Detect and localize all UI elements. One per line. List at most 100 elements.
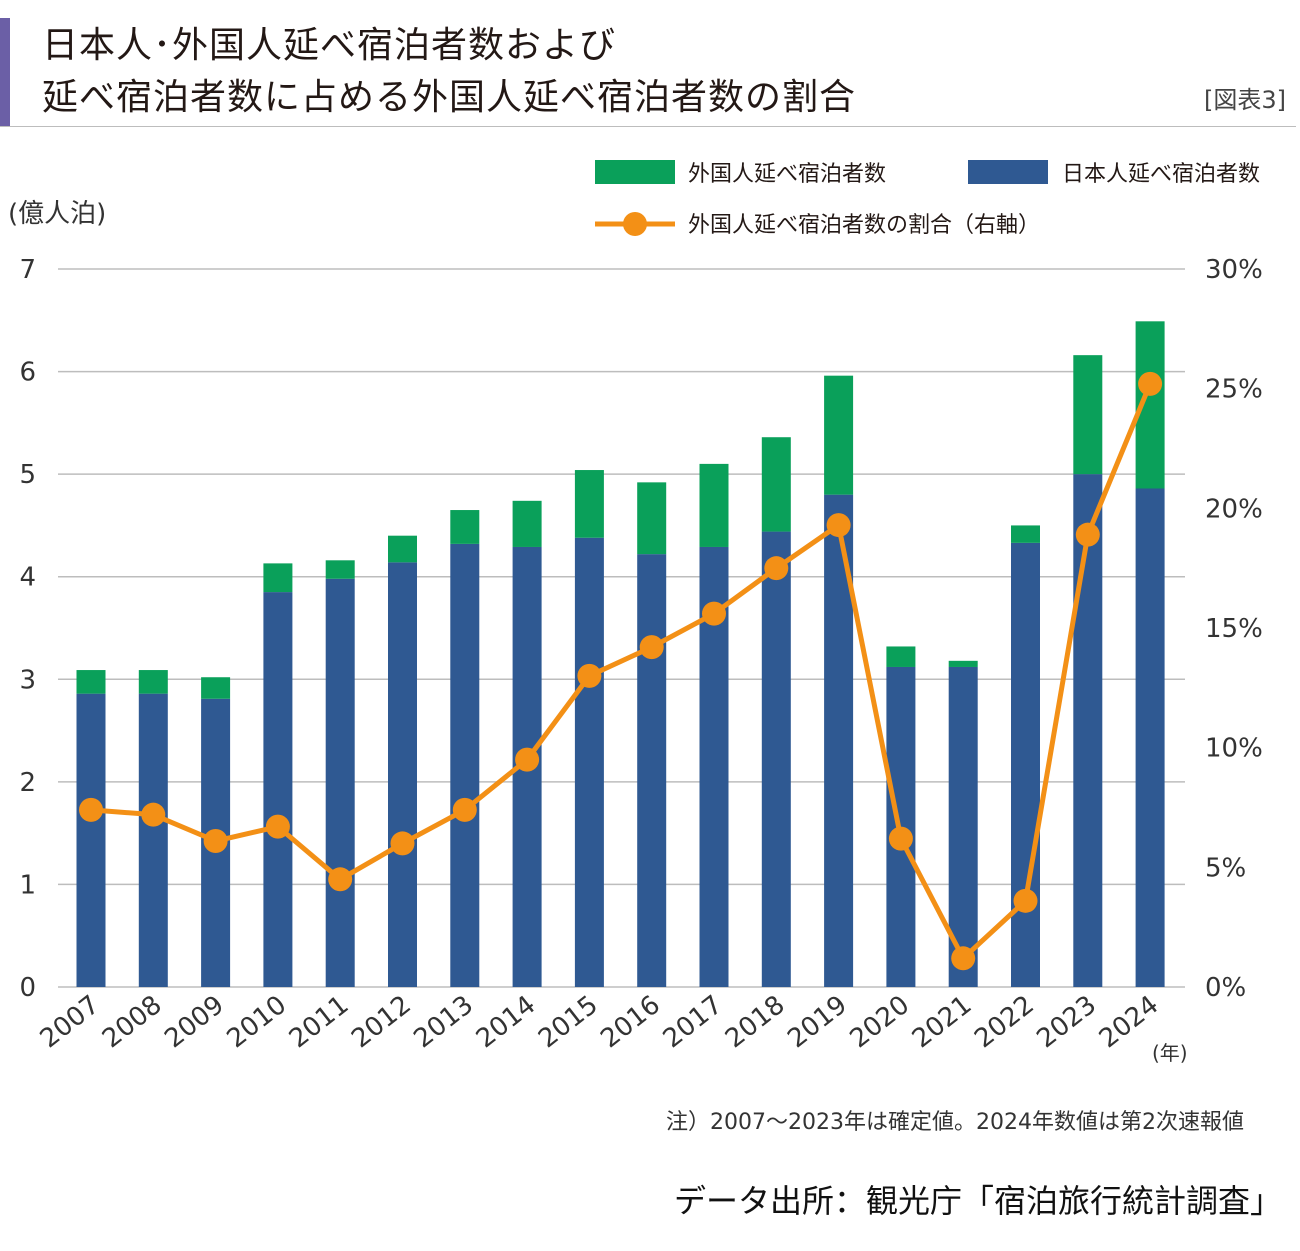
ratio-line [79,371,1163,971]
y-right-tick-label: 20% [1205,494,1263,524]
bar-foreign [1011,525,1040,543]
y-left-tick-label: 5 [19,460,36,490]
bar-foreign [512,500,542,547]
figure-label: [図表3] [1204,86,1286,114]
ratio-point [265,814,290,839]
bar-japanese [761,531,791,987]
x-tick-label: 2018 [720,990,791,1054]
bar-japanese [325,578,355,987]
x-tick-label: 2023 [1031,990,1102,1054]
y-axis-right: 0% 5% 10% 15% 20% 25% 30% [1205,255,1263,1003]
ratio-point [577,663,602,688]
y-right-tick-label: 10% [1205,734,1263,764]
chart-note: 注）2007～2023年は確定値。2024年数値は第2次速報値 [666,1110,1244,1135]
y-left-tick-label: 1 [19,870,36,900]
x-tick-label: 2014 [471,990,542,1054]
x-tick-label: 2016 [595,990,666,1054]
bar-foreign [824,375,854,495]
bar-foreign [574,470,604,538]
y-right-tick-label: 25% [1205,375,1263,405]
x-tick-label: 2012 [346,990,417,1054]
bar-foreign [948,660,978,667]
y-right-tick-label: 5% [1205,853,1246,883]
x-tick-label: 2020 [845,990,916,1054]
chart-title-line2: 延べ宿泊者数に占める外国人延べ宿泊者数の割合 [42,77,857,118]
y-left-tick-label: 4 [19,563,36,593]
ratio-point [452,797,477,822]
y-right-tick-label: 30% [1205,255,1263,285]
bars [76,321,1165,988]
ratio-point [141,802,166,827]
ratio-point [390,831,415,856]
chart-title-line1: 日本人･外国人延べ宿泊者数および [42,25,617,66]
legend-swatch-foreign [595,160,675,184]
legend-marker-ratio [623,212,647,236]
bar-japanese [574,537,604,987]
y-left-tick-label: 0 [19,973,36,1003]
x-tick-label: 2009 [159,990,230,1054]
bar-japanese [637,554,667,987]
legend-label-ratio: 外国人延べ宿泊者数の割合（右軸） [688,213,1040,238]
ratio-polyline [90,382,1153,961]
y-left-tick-label: 6 [19,358,36,388]
bar-foreign [325,560,355,579]
y-axis-left: 0 1 2 3 4 5 6 7 [19,255,36,1003]
data-source: データ出所：観光庁「宿泊旅行統計調査」 [673,1182,1282,1220]
x-tick-label: 2019 [782,990,853,1054]
bar-japanese [388,562,417,987]
ratio-point [328,867,353,892]
bar-japanese [263,592,293,987]
legend-label-foreign: 外国人延べ宿泊者数 [688,162,886,187]
ratio-point [826,513,851,538]
ratio-point [203,829,228,854]
bar-japanese [1135,488,1165,987]
title-divider [0,126,1296,127]
x-tick-label: 2013 [408,990,479,1054]
bar-japanese [1011,542,1040,987]
x-tick-label: 2007 [35,990,106,1054]
bar-japanese [450,543,480,987]
ratio-point [702,601,726,626]
chart-title: 日本人･外国人延べ宿泊者数および 延べ宿泊者数に占める外国人延べ宿泊者数の割合 [42,20,856,124]
y-axis-left-label: (億人泊) [8,199,106,229]
bar-foreign [637,482,667,555]
x-tick-label: 2021 [907,990,978,1054]
y-right-tick-label: 0% [1205,973,1246,1003]
bar-japanese [76,693,106,987]
bar-japanese [1073,474,1103,988]
bar-foreign [388,535,417,563]
legend: 外国人延べ宿泊者数 日本人延べ宿泊者数 外国人延べ宿泊者数の割合（右軸） [595,160,1260,238]
ratio-point [1138,371,1163,396]
x-tick-label: 2008 [97,990,168,1054]
y-right-tick-label: 15% [1205,614,1263,644]
x-tick-label: 2011 [284,990,355,1054]
ratio-point [1013,888,1038,913]
y-left-tick-label: 2 [19,768,36,798]
bar-japanese [138,693,168,987]
ratio-point [639,635,664,660]
x-axis: 2007200820092010201120122013201420152016… [35,990,1165,1054]
bar-foreign [450,510,480,544]
bar-foreign [263,563,293,593]
x-tick-label: 2010 [222,990,293,1054]
ratio-point [888,826,913,851]
ratio-point [515,747,540,772]
x-tick-label: 2017 [658,990,729,1054]
legend-swatch-japanese [968,160,1048,184]
y-left-tick-label: 3 [19,665,36,695]
x-tick-label: 2015 [533,990,604,1054]
grid [58,268,1185,988]
bar-foreign [761,437,791,532]
ratio-point [951,946,976,971]
bar-foreign [886,646,916,667]
bar-japanese [948,666,978,987]
bar-foreign [699,463,729,547]
bar-foreign [76,670,106,694]
title-accent-bar [0,18,10,126]
bar-foreign [1073,355,1103,475]
bar-foreign [201,677,231,699]
ratio-point [764,556,789,581]
y-left-tick-label: 7 [19,255,36,285]
ratio-point [1075,522,1100,547]
